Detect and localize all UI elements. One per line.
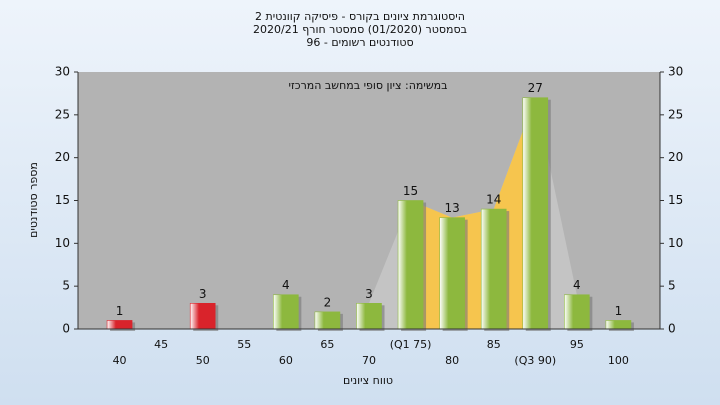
y2-tick-label: 10: [668, 236, 683, 250]
annotation: במשימה: ציון סופי במחשב המרכזי: [288, 79, 447, 92]
y-tick-label: 0: [62, 322, 70, 336]
data-label: 2: [324, 295, 332, 309]
bar: [480, 208, 507, 330]
data-label: 13: [445, 201, 460, 215]
data-label: 3: [199, 287, 207, 301]
bar: [397, 200, 424, 330]
x-tick-label: 55: [237, 338, 251, 351]
data-label: 4: [282, 278, 290, 292]
chart-title: סטודנטים רשומים - 96: [306, 36, 413, 49]
x-tick-label: 70: [362, 354, 376, 367]
bar: [564, 294, 590, 330]
bar: [439, 217, 465, 330]
chart-title: בסמסטר (01/2020) סמסטר חורף 2020/21: [253, 23, 467, 36]
data-label: 15: [403, 184, 418, 198]
bar: [605, 320, 632, 330]
data-label: 1: [116, 304, 124, 318]
bar: [314, 311, 341, 330]
y-tick-label: 15: [55, 193, 70, 207]
y-tick-label: 30: [55, 65, 70, 79]
x-tick-label: (Q1 75): [390, 338, 432, 351]
data-label: 27: [528, 81, 543, 95]
x-tick-label: 40: [113, 354, 127, 367]
data-label: 4: [573, 278, 581, 292]
x-tick-label: 45: [154, 338, 168, 351]
bar: [356, 302, 382, 330]
y2-tick-label: 25: [668, 107, 683, 121]
x-tick-label: 50: [196, 354, 210, 367]
chart-title: היסטוגרמת ציונים בקורס - פיסיקה קוונטית …: [255, 10, 465, 23]
bar: [106, 320, 133, 330]
data-label: 14: [486, 193, 501, 207]
y2-tick-label: 0: [668, 322, 676, 336]
x-axis-label: טווח ציונים: [343, 374, 393, 387]
y2-tick-label: 5: [668, 279, 676, 293]
x-tick-label: (Q3 90): [514, 354, 556, 367]
y-tick-label: 25: [55, 107, 70, 121]
x-tick-label: 65: [320, 338, 334, 351]
bar: [522, 97, 549, 330]
y-tick-label: 10: [55, 236, 70, 250]
y-tick-label: 5: [62, 279, 70, 293]
x-tick-label: 100: [608, 354, 629, 367]
y2-tick-label: 20: [668, 150, 683, 164]
x-tick-label: 80: [445, 354, 459, 367]
data-label: 1: [615, 304, 623, 318]
x-tick-label: 60: [279, 354, 293, 367]
bar: [273, 294, 299, 330]
x-tick-label: 85: [487, 338, 501, 351]
y-axis-label: מספר סטודנטים: [27, 162, 40, 238]
bar: [189, 302, 216, 330]
data-label: 3: [365, 287, 373, 301]
y-tick-label: 20: [55, 150, 70, 164]
x-tick-label: 95: [570, 338, 584, 351]
y2-tick-label: 30: [668, 65, 683, 79]
y2-tick-label: 15: [668, 193, 683, 207]
